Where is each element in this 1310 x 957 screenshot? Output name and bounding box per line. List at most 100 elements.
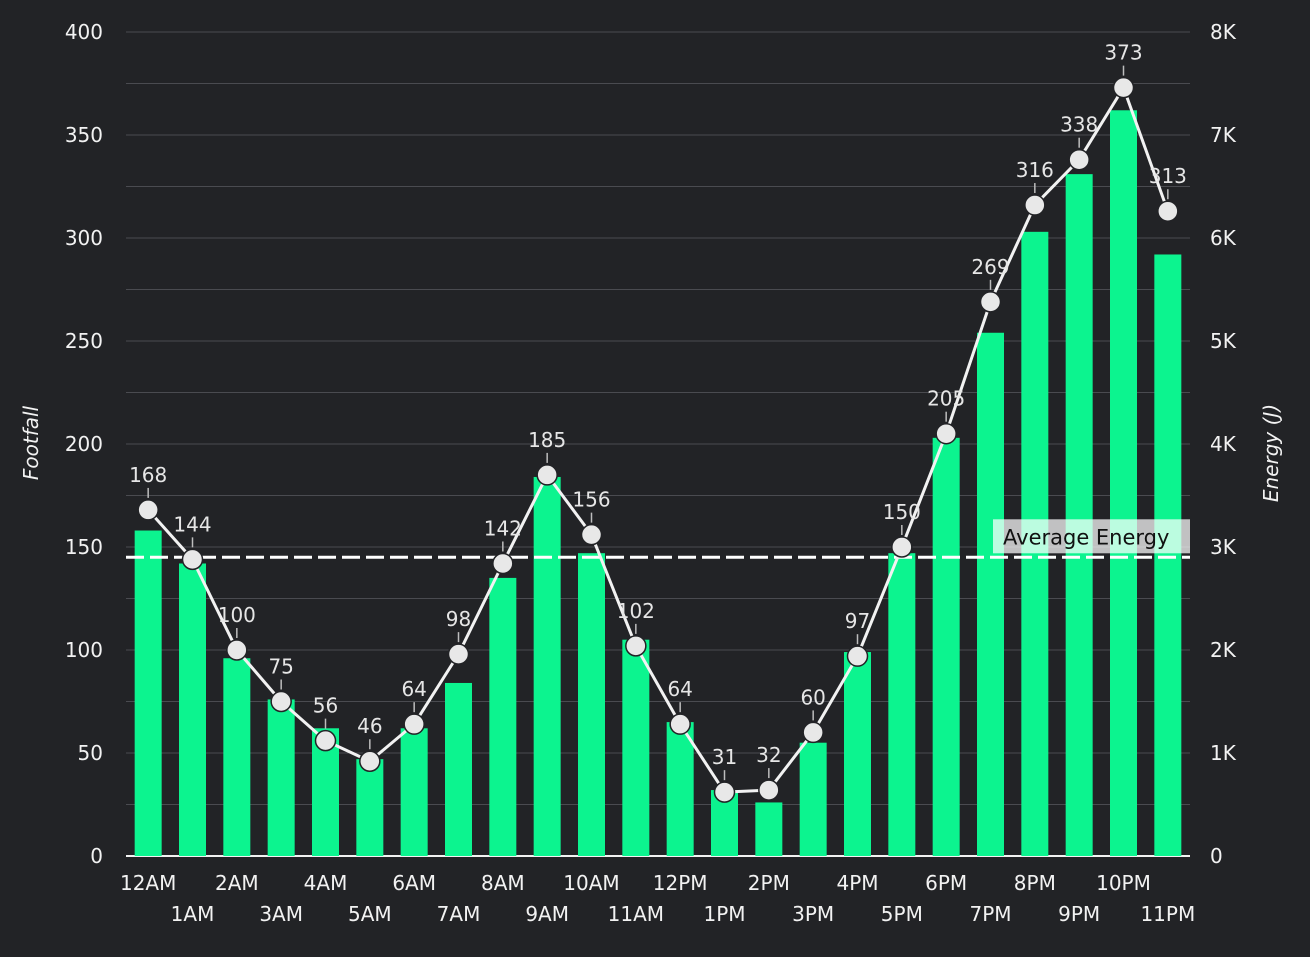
footfall-data-label: 338 (1060, 113, 1098, 137)
bar (223, 658, 251, 856)
line-series: 168 144 100 75 56 46 64 98 142 185 156 102 64 31 32 60 9… (129, 41, 1187, 803)
footfall-data-label: 205 (927, 387, 965, 411)
footfall-point (669, 713, 691, 735)
reference-line-group: Average Energy (126, 519, 1190, 559)
x-tick-label: 5PM (881, 902, 923, 926)
x-tick-label: 5AM (348, 902, 392, 926)
bar (755, 802, 783, 856)
footfall-data-label: 313 (1149, 164, 1187, 188)
footfall-data-label: 144 (173, 512, 211, 536)
x-tick-label: 10PM (1096, 871, 1151, 895)
footfall-point (758, 779, 780, 801)
left-tick-label: 150 (65, 535, 103, 559)
footfall-point (713, 781, 736, 803)
footfall-data-label: 60 (800, 685, 825, 709)
bar (533, 476, 561, 856)
left-tick-label: 400 (65, 20, 103, 44)
right-axis: 0 1K 2K 3K 4K 5K 6K 7K 8K (1210, 20, 1237, 868)
average-energy-label: Average Energy (1003, 525, 1169, 549)
y2-axis-title: Energy (J) (1259, 404, 1283, 502)
footfall-point (580, 523, 603, 546)
bar (267, 699, 295, 856)
bar (179, 563, 206, 856)
bar-series (134, 110, 1182, 857)
left-tick-label: 100 (65, 638, 103, 662)
footfall-line (147, 86, 1170, 794)
footfall-point (137, 499, 159, 521)
footfall-data-label: 31 (712, 745, 737, 769)
footfall-point (935, 422, 957, 445)
footfall-point (314, 729, 337, 752)
footfall-data-label: 97 (845, 609, 870, 633)
bar (1065, 174, 1093, 856)
x-tick-label: 1PM (703, 902, 745, 926)
bar (445, 682, 472, 856)
right-tick-label: 1K (1210, 741, 1237, 765)
bar (489, 577, 517, 856)
bar (1110, 110, 1137, 856)
x-tick-label: 10AM (563, 871, 619, 895)
average-energy-label-bg (993, 519, 1190, 554)
bar (799, 742, 827, 856)
bar (134, 530, 162, 856)
x-tick-label: 6AM (392, 871, 436, 895)
bar (977, 332, 1004, 856)
x-tick-label: 12PM (653, 871, 708, 895)
footfall-point (979, 291, 1002, 313)
footfall-point (625, 635, 647, 657)
footfall-point (1157, 200, 1179, 222)
footfall-point (1112, 76, 1135, 99)
left-tick-label: 200 (65, 432, 103, 456)
left-tick-label: 300 (65, 226, 103, 250)
footfall-point (536, 464, 558, 486)
x-tick-label: 7AM (437, 902, 481, 926)
right-tick-label: 0 (1210, 844, 1223, 868)
bar (356, 759, 384, 856)
x-tick-label: 9PM (1058, 902, 1100, 926)
right-tick-label: 7K (1210, 123, 1237, 147)
footfall-data-label: 185 (528, 428, 566, 452)
x-tick-label: 6PM (925, 871, 967, 895)
footfall-data-label: 100 (218, 603, 256, 627)
footfall-data-label: 373 (1104, 41, 1142, 65)
left-tick-label: 50 (78, 741, 103, 765)
bar (622, 639, 650, 856)
right-tick-label: 5K (1210, 329, 1237, 353)
footfall-point (181, 548, 204, 571)
x-tick-label: 2PM (748, 871, 790, 895)
bar (666, 722, 694, 856)
footfall-data-label: 156 (572, 488, 610, 512)
footfall-data-label: 32 (756, 743, 781, 767)
footfall-point (403, 713, 425, 735)
x-tick-label: 7PM (969, 902, 1011, 926)
footfall-point (492, 552, 514, 575)
footfall-point (270, 690, 292, 713)
footfall-point (891, 536, 913, 558)
x-tick-label: 1AM (171, 902, 215, 926)
footfall-point (359, 750, 381, 772)
bar (1154, 254, 1182, 857)
footfall-point (846, 645, 869, 667)
footfall-data-label: 64 (667, 677, 692, 701)
x-tick-label: 2AM (215, 871, 259, 895)
y-axis-title: Footfall (19, 405, 43, 480)
x-tick-label: 8PM (1014, 871, 1056, 895)
x-tick-label: 3PM (792, 902, 834, 926)
footfall-data-label: 64 (401, 677, 426, 701)
footfall-data-label: 150 (883, 500, 921, 524)
x-tick-label: 11AM (608, 902, 664, 926)
x-tick-label: 4PM (836, 871, 878, 895)
left-tick-label: 0 (90, 844, 103, 868)
footfall-data-label: 142 (484, 516, 522, 540)
right-tick-label: 8K (1210, 20, 1237, 44)
bar (400, 728, 428, 856)
right-tick-label: 4K (1210, 432, 1237, 456)
footfall-data-label: 102 (617, 599, 655, 623)
right-tick-label: 6K (1210, 226, 1237, 250)
footfall-point (1024, 194, 1046, 216)
footfall-point (226, 639, 248, 661)
footfall-data-label: 98 (446, 607, 471, 631)
footfall-data-label: 56 (313, 694, 338, 718)
